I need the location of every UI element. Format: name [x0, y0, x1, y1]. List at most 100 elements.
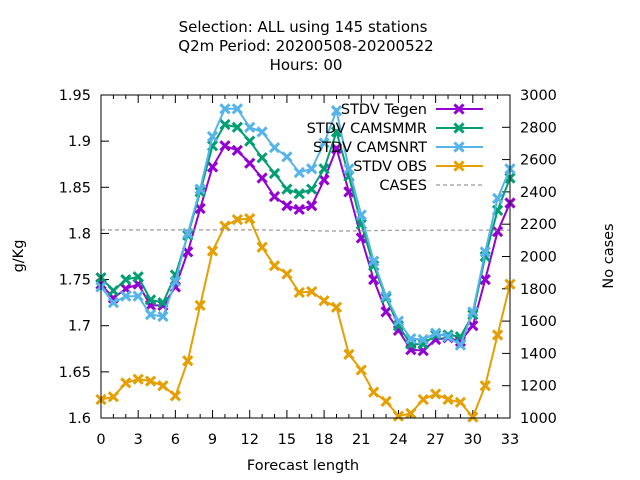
data-point-marker: [107, 297, 120, 309]
data-point-marker: [231, 121, 243, 133]
data-point-marker: [318, 174, 330, 186]
data-point-marker: [157, 380, 169, 392]
data-point-marker: [231, 144, 243, 156]
legend-entry: STDV CAMSNRT: [313, 140, 483, 156]
data-point-marker: [454, 339, 467, 351]
data-point-marker: [442, 331, 454, 343]
data-point-marker: [231, 103, 243, 115]
data-point-marker: [479, 246, 491, 258]
data-point-marker: [157, 310, 169, 323]
data-point-marker: [157, 297, 169, 309]
data-point-marker: [169, 275, 181, 288]
data-point-marker: [182, 227, 194, 240]
series-stdv-camsnrt: [95, 103, 516, 351]
y-tick-label: 1.75: [59, 273, 91, 289]
plot-border: [100, 94, 511, 419]
data-point-marker: [454, 396, 467, 408]
data-point-marker: [453, 160, 465, 172]
data-point-marker: [281, 268, 293, 280]
x-tick-label: 12: [241, 432, 259, 448]
data-point-marker: [244, 135, 256, 147]
data-point-marker: [194, 202, 206, 215]
data-point-marker: [132, 271, 144, 283]
data-point-marker: [368, 255, 380, 267]
data-point-marker: [107, 391, 120, 403]
y-tick-label: 1.65: [59, 365, 91, 381]
data-point-marker: [380, 290, 392, 302]
data-point-marker: [132, 290, 144, 302]
data-point-marker: [392, 315, 405, 327]
series-cases: [101, 229, 510, 232]
x-tick-label: 24: [389, 432, 407, 448]
x-tick-label: 0: [96, 432, 105, 448]
data-point-marker: [368, 386, 380, 398]
data-point-marker: [318, 295, 330, 307]
y-axis-ticks: 1.6 1.65 1.7 1.75 1.8 1.85 1.9 1.95: [59, 88, 109, 427]
data-point-marker: [417, 393, 429, 406]
data-point-marker: [330, 142, 343, 155]
y2-tick-label: 2800: [520, 120, 557, 136]
data-point-marker: [479, 380, 491, 392]
data-point-marker: [120, 273, 132, 286]
series-layer: [95, 103, 516, 423]
data-point-marker: [330, 105, 343, 117]
data-point-marker: [343, 348, 355, 360]
data-point-marker: [268, 260, 281, 272]
data-point-marker: [293, 286, 305, 299]
data-point-marker: [256, 126, 268, 138]
x-tick-label: 6: [171, 432, 180, 448]
data-point-marker: [219, 220, 231, 232]
data-point-marker: [417, 333, 429, 346]
data-point-marker: [355, 209, 367, 221]
data-point-marker: [467, 320, 479, 332]
data-point-marker: [453, 141, 465, 153]
data-point-marker: [318, 163, 330, 175]
data-point-marker: [405, 333, 417, 345]
y-tick-label: 1.95: [59, 88, 91, 104]
y2-tick-label: 1800: [520, 282, 557, 298]
data-point-marker: [268, 190, 281, 203]
series-line: [100, 217, 511, 420]
chart-title-line-1: Selection: ALL using 145 stations: [179, 18, 428, 36]
legend-entry: STDV CAMSMMR: [307, 121, 483, 137]
x-tick-label: 27: [426, 432, 444, 448]
data-point-marker: [306, 200, 318, 212]
x-tick-label: 18: [315, 432, 333, 448]
legend-label: STDV CAMSNRT: [313, 140, 427, 156]
data-point-marker: [306, 183, 318, 195]
y2-tick-label: 1400: [520, 346, 557, 362]
data-point-marker: [244, 157, 256, 169]
x-tick-label: 21: [352, 432, 370, 448]
data-point-marker: [281, 151, 293, 163]
legend: STDV Tegen STDV CAMSMMR STDV CAMSNRT STDV O…: [307, 102, 483, 194]
y2-tick-label: 1000: [520, 411, 557, 427]
data-point-marker: [479, 273, 491, 286]
legend-entry: STDV OBS: [353, 159, 483, 175]
series-line: [101, 229, 510, 232]
chart-title: Selection: ALL using 145 stations Q2m Pe…: [178, 18, 433, 74]
legend-label: CASES: [379, 178, 427, 194]
data-point-marker: [453, 122, 465, 134]
y2-tick-label: 2000: [520, 250, 557, 266]
data-point-marker: [206, 130, 219, 143]
data-point-marker: [107, 285, 120, 297]
x-axis-ticks: 0 3 6 9 12 15 18 21 24 27 30 33: [96, 95, 519, 448]
data-point-marker: [206, 161, 219, 173]
y2-axis-ticks: 1000 1200 1400 1600 1800 2000 2200 2400 2600 2800…: [502, 88, 557, 427]
data-point-marker: [132, 373, 144, 385]
data-point-marker: [268, 141, 281, 154]
data-point-marker: [355, 364, 367, 376]
data-point-marker: [256, 172, 268, 184]
series-line: [100, 107, 511, 347]
x-axis-label: Forecast length: [247, 458, 359, 474]
data-point-marker: [491, 329, 504, 341]
data-point-marker: [380, 395, 392, 408]
data-point-marker: [293, 166, 305, 179]
series-stdv-obs: [95, 213, 516, 423]
data-point-marker: [405, 407, 417, 420]
y2-tick-label: 1600: [520, 314, 557, 330]
data-point-marker: [293, 203, 305, 216]
data-point-marker: [194, 183, 206, 195]
y2-tick-label: 2600: [520, 153, 557, 169]
